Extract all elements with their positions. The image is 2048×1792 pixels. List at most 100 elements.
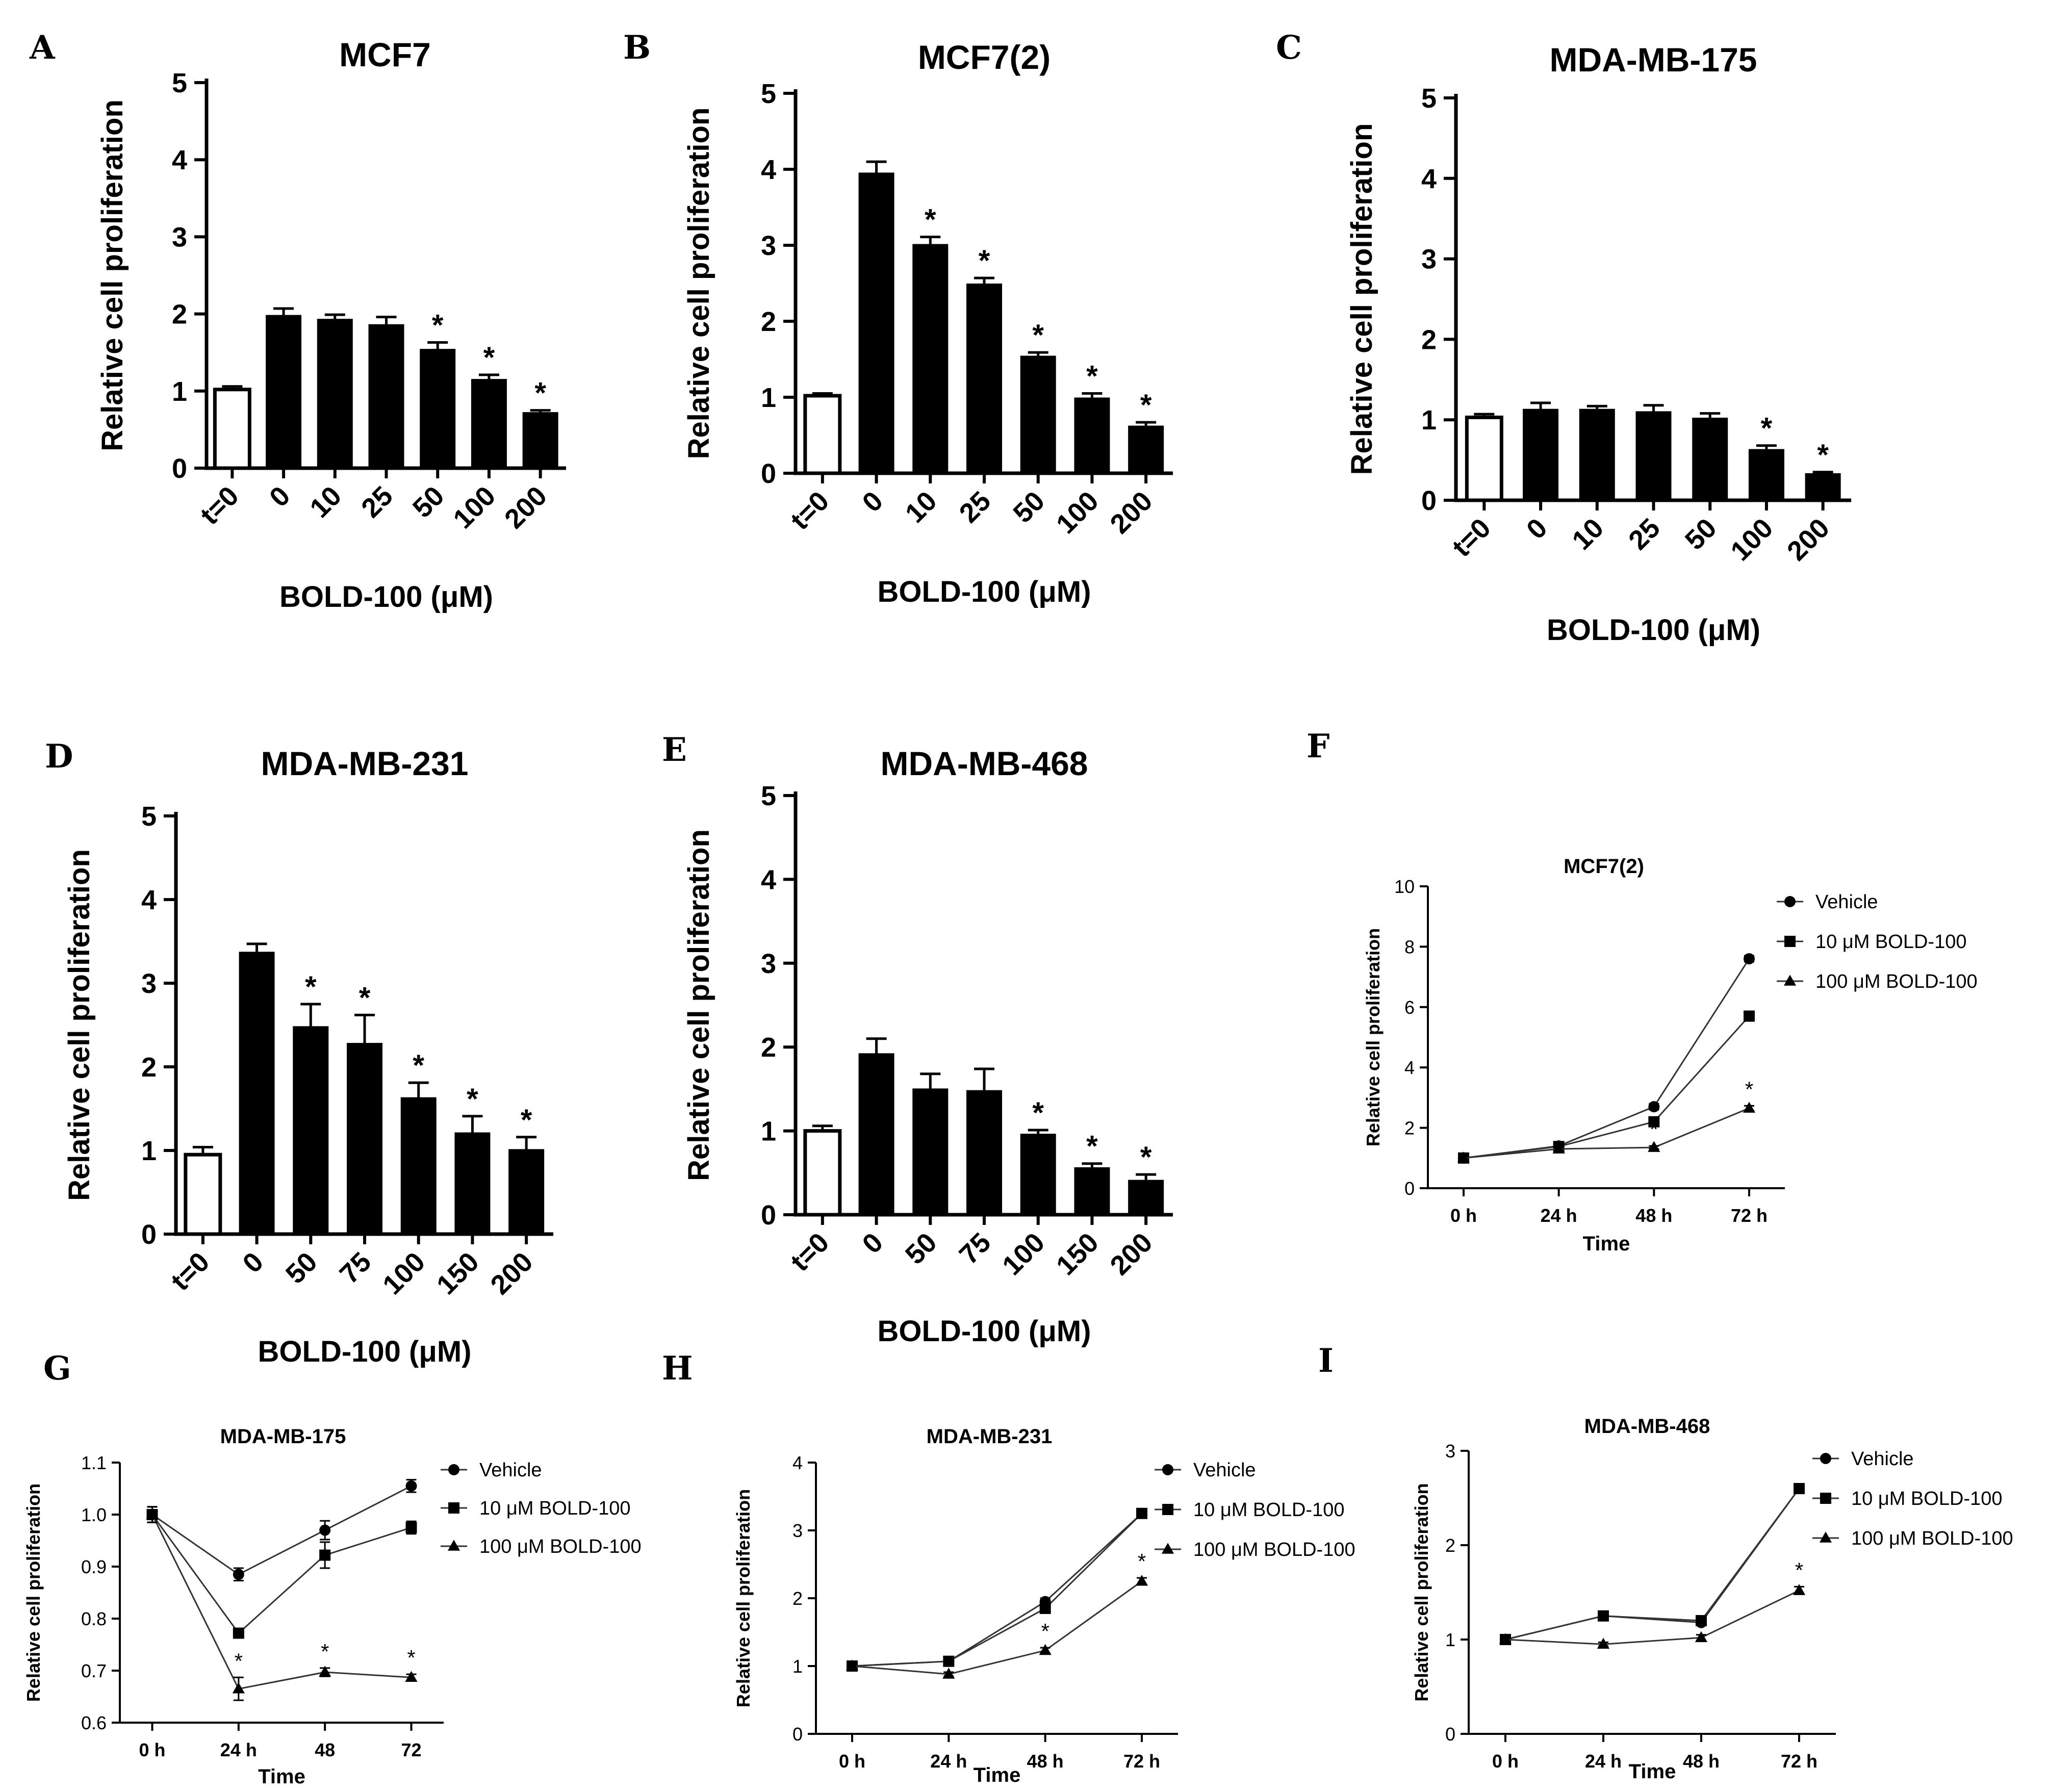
x-tick-label: 200	[1104, 485, 1158, 540]
data-point	[1499, 1633, 1512, 1644]
y-tick-label: 0	[1404, 1178, 1415, 1199]
y-axis-label: Relative cell proliferation	[23, 1483, 44, 1702]
data-point	[1135, 1575, 1148, 1586]
bar	[1074, 1167, 1110, 1216]
y-tick-label: 5	[141, 801, 157, 832]
x-tick-label: 10	[900, 485, 943, 529]
significance-marker: *	[1041, 1619, 1049, 1643]
y-tick-label: 4	[141, 885, 157, 915]
legend-marker	[448, 1464, 459, 1475]
x-axis-label: Time	[258, 1765, 305, 1788]
data-point	[232, 1682, 245, 1694]
bar	[858, 1053, 894, 1216]
significance-marker: *	[1138, 1549, 1146, 1573]
legend-marker	[1819, 1531, 1832, 1543]
legend-marker	[447, 1540, 460, 1551]
y-tick-label: 6	[1404, 997, 1415, 1018]
series-line	[1463, 1015, 1750, 1159]
x-tick-label: t=0	[165, 1246, 216, 1297]
y-tick-label: 1.1	[81, 1452, 107, 1473]
y-tick-label: 0	[1421, 485, 1437, 516]
series-line	[852, 1580, 1142, 1675]
significance-marker: *	[413, 1049, 424, 1082]
x-tick-label: t=0	[785, 1227, 835, 1277]
chart-title: MDA-MB-175	[1549, 41, 1757, 79]
y-tick-label: 0.8	[81, 1608, 107, 1629]
significance-marker: *	[1795, 1558, 1803, 1582]
series-line	[1463, 958, 1750, 1159]
x-tick-label: t=0	[1446, 513, 1497, 563]
chart-title: MDA-MB-231	[927, 1425, 1053, 1448]
legend-marker	[448, 1502, 459, 1514]
line-chart-f: MCF7(2) 0 2 4 6 8 10 0 h 24 h 48 h 72 h * * Vehicle 10…	[1363, 855, 1978, 1255]
y-tick-label: 2	[141, 1052, 157, 1083]
x-tick-label: 0	[264, 480, 296, 513]
panel-letter: A	[29, 29, 56, 67]
y-tick-label: 5	[761, 79, 776, 109]
significance-marker: *	[235, 1649, 243, 1673]
x-tick-label: t=0	[785, 485, 835, 536]
panel-letter: I	[1318, 1342, 1334, 1380]
data-point	[1648, 1116, 1660, 1128]
x-tick-label: 0	[1521, 513, 1553, 545]
legend-label: 10 μM BOLD-100	[479, 1498, 630, 1519]
data-point	[405, 1671, 418, 1682]
bar-chart-c: MDA-MB-175 0 1 2 3 4 5 t=0 0 10 25 50 * 100 * 200 Relati…	[1345, 41, 1851, 647]
y-tick-label: 4	[761, 155, 776, 185]
panel-letter: B	[623, 29, 651, 67]
x-axis-label: BOLD-100 (μM)	[878, 1315, 1091, 1348]
data-point	[319, 1549, 331, 1561]
x-tick-label: 48	[315, 1739, 335, 1760]
y-tick-label: 3	[141, 968, 157, 999]
x-axis-label: BOLD-100 (μM)	[1547, 613, 1760, 647]
y-tick-label: 2	[172, 299, 187, 330]
x-tick-label: 72 h	[1731, 1205, 1768, 1226]
y-tick-label: 1	[141, 1136, 157, 1166]
y-tick-label: 4	[761, 864, 776, 895]
x-tick-label: 100	[996, 1227, 1051, 1281]
x-tick-label: 200	[484, 1246, 539, 1300]
significance-marker: *	[1086, 360, 1098, 393]
y-tick-label: 1.0	[81, 1504, 107, 1525]
x-tick-label: 200	[1104, 1227, 1158, 1281]
y-axis-label: Relative cell proliferation	[1363, 928, 1384, 1146]
y-axis-label: Relative cell proliferation	[682, 108, 715, 459]
panel-letter: G	[43, 1349, 71, 1388]
legend-marker	[1784, 936, 1796, 947]
y-axis-label: Relative cell proliferation	[1345, 123, 1378, 475]
y-axis-label: Relative cell proliferation	[96, 99, 129, 451]
x-tick-label: 48 h	[1635, 1205, 1672, 1226]
significance-marker: *	[1745, 1077, 1753, 1101]
y-tick-label: 8	[1404, 936, 1415, 957]
x-tick-label: 100	[377, 1246, 431, 1300]
legend-marker	[1162, 1504, 1173, 1515]
y-tick-label: 0	[141, 1219, 157, 1250]
series-line	[151, 1514, 412, 1690]
y-tick-label: 10	[1394, 876, 1415, 897]
y-tick-label: 3	[1421, 244, 1437, 275]
bar	[1074, 397, 1110, 474]
y-tick-label: 5	[1421, 83, 1437, 114]
y-tick-label: 1	[172, 376, 187, 407]
data-point	[1695, 1631, 1708, 1643]
significance-marker: *	[407, 1646, 415, 1670]
y-tick-label: 0	[761, 1200, 776, 1231]
y-tick-label: 4	[1404, 1057, 1415, 1078]
x-tick-label: 0	[856, 485, 889, 518]
y-tick-label: 2	[792, 1588, 803, 1609]
chart-title: MDA-MB-468	[880, 745, 1088, 782]
x-tick-label: 24 h	[1541, 1205, 1577, 1226]
x-tick-label: 25	[355, 480, 399, 524]
data-point	[1794, 1483, 1805, 1494]
data-point	[233, 1627, 244, 1639]
data-point	[1457, 1151, 1470, 1163]
data-point	[1039, 1602, 1051, 1614]
chart-title: MDA-MB-468	[1584, 1415, 1710, 1438]
panel-letter: H	[662, 1349, 693, 1388]
bar	[266, 315, 302, 469]
legend-marker	[1161, 1543, 1174, 1554]
bar	[420, 349, 456, 469]
y-tick-label: 2	[761, 1032, 776, 1063]
legend-marker	[1820, 1493, 1831, 1504]
y-tick-label: 2	[1404, 1118, 1415, 1139]
